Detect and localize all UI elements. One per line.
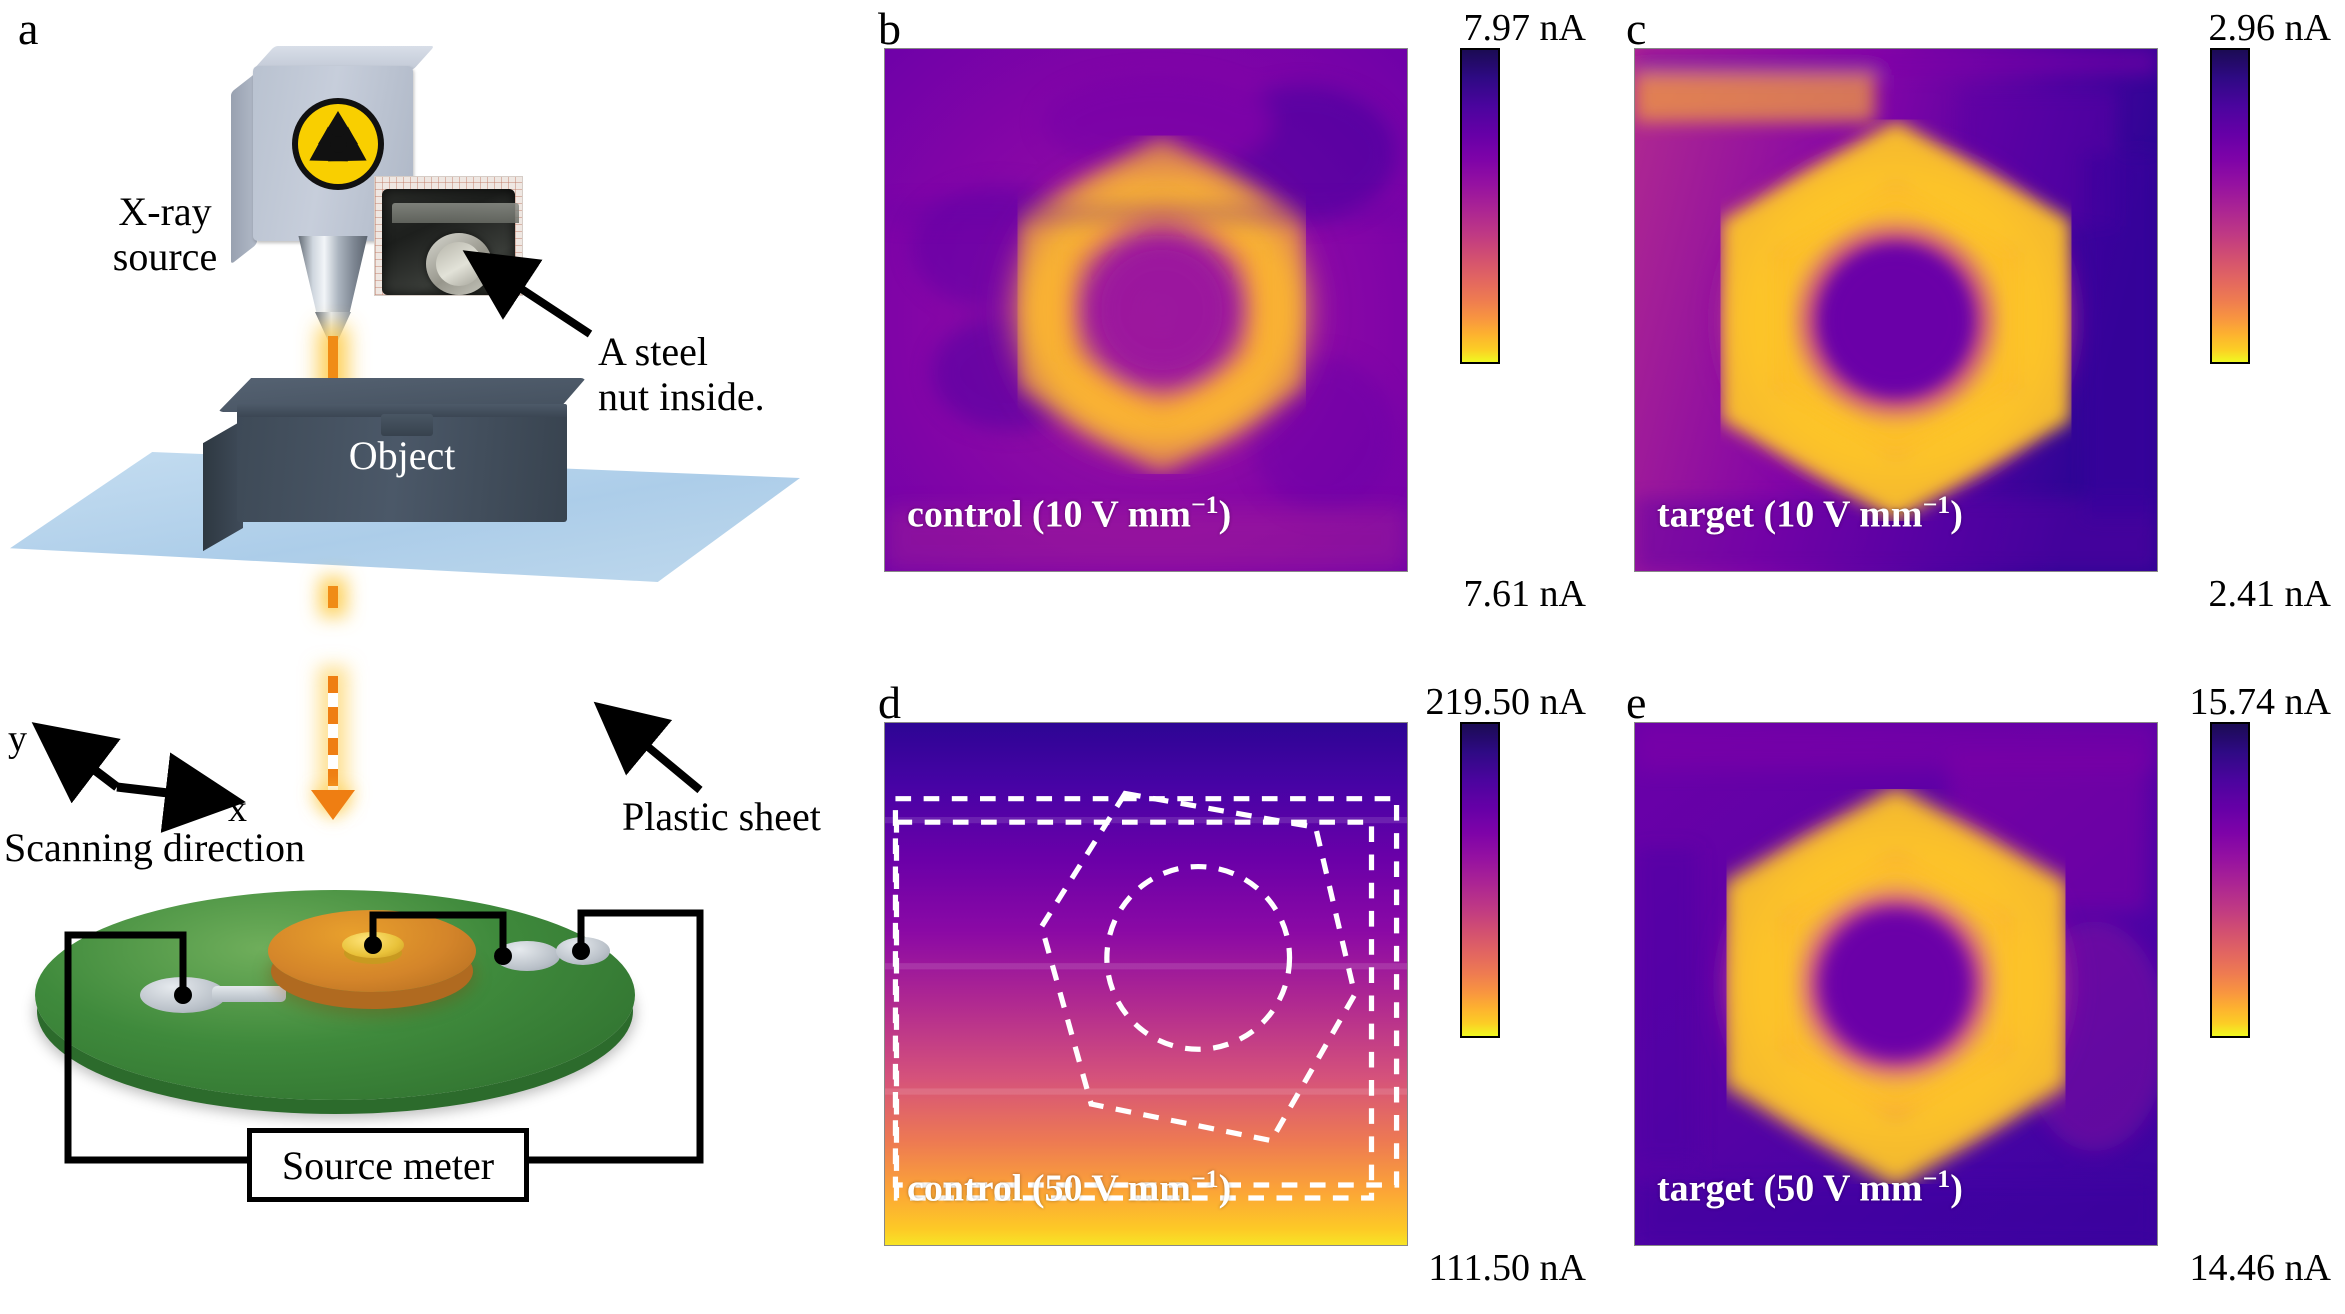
panel-b-colorbar — [1460, 48, 1500, 364]
panel-e-caption: target (50 V mm−1) — [1657, 1164, 1963, 1211]
panel-letter-b: b — [878, 3, 901, 54]
panel-c-caption-prefix: target (10 V mm — [1657, 494, 1923, 536]
radiation-trefoil-icon — [292, 98, 384, 190]
panel-letter-e: e — [1626, 677, 1647, 728]
object-latch — [381, 414, 433, 436]
panel-d-colorbar-min: 111.50 nA — [1428, 1247, 1586, 1289]
steel-nut-label: A steel nut inside. — [598, 329, 765, 419]
panel-d-caption-suffix: ) — [1218, 1168, 1232, 1210]
detector-gold-contact — [342, 932, 404, 958]
panel-b-caption: control (10 V mm−1) — [907, 490, 1231, 537]
panel-e-caption-sup: −1 — [1922, 1164, 1951, 1194]
panel-a-schematic: a X-ray source A steel nut inside. Objec… — [0, 0, 860, 1314]
scanning-direction-label: Scanning direction — [4, 825, 306, 870]
object-lid-front — [237, 404, 567, 417]
xray-source-label: X-ray source — [112, 189, 218, 279]
electrode-pad-stem — [212, 986, 286, 1002]
panel-b-colorbar-max: 7.97 nA — [1463, 7, 1586, 49]
panel-c-colorbar-max: 2.96 nA — [2208, 7, 2331, 49]
steel-nut-photo-inset — [374, 176, 523, 296]
axis-y-arrow-icon — [31, 722, 121, 804]
panel-b-caption-sup: −1 — [1190, 490, 1219, 520]
panel-d-colorbar — [1460, 722, 1500, 1038]
source-meter-label: Source meter — [281, 1142, 495, 1188]
panel-e-colorbar-min: 14.46 nA — [2189, 1247, 2331, 1289]
panel-d-image: control (50 V mm−1) — [884, 722, 1408, 1246]
inner-box-guide — [893, 819, 1375, 1201]
axis-x-arrow-icon — [116, 752, 246, 833]
xray-beam-exit — [328, 586, 338, 608]
panel-d-caption: control (50 V mm−1) — [907, 1164, 1231, 1211]
panel-d-caption-sup: −1 — [1190, 1164, 1219, 1194]
panel-b-caption-prefix: control (10 V mm — [907, 494, 1191, 536]
electrode-pad-right-2 — [556, 937, 610, 965]
panel-c-image: target (10 V mm−1) — [1634, 48, 2158, 572]
plastic-sheet-label: Plastic sheet — [622, 794, 821, 839]
panel-e-colorbar-max: 15.74 nA — [2189, 681, 2331, 723]
electrode-pad-right-1 — [494, 941, 560, 971]
panel-e-heatmap: e 15.74 nA — [1608, 674, 2345, 1314]
panel-e-colorbar — [2210, 722, 2250, 1038]
panel-b-caption-suffix: ) — [1218, 494, 1232, 536]
axis-y-label: y — [8, 718, 27, 760]
panel-e-image: target (50 V mm−1) — [1634, 722, 2158, 1246]
panel-d-caption-prefix: control (50 V mm — [907, 1168, 1191, 1210]
panel-b-heatmap: b 7.97 nA — [860, 0, 1600, 640]
source-meter-box: Source meter — [247, 1128, 529, 1202]
object-label: Object — [348, 433, 456, 478]
panel-b-image: control (10 V mm−1) — [884, 48, 1408, 572]
nut-bore-guide — [1104, 863, 1293, 1052]
xray-beam-dashed — [328, 676, 338, 798]
panel-c-heatmap: c 2.96 nA — [1608, 0, 2345, 640]
panel-letter-d: d — [878, 677, 901, 728]
panel-letter-c: c — [1626, 3, 1647, 54]
xray-nozzle — [298, 236, 368, 316]
panel-c-colorbar-min: 2.41 nA — [2208, 573, 2331, 615]
panel-b-colorbar-min: 7.61 nA — [1463, 573, 1586, 615]
panel-d-colorbar-max: 219.50 nA — [1425, 681, 1586, 723]
panel-c-colorbar — [2210, 48, 2250, 364]
panel-e-caption-suffix: ) — [1950, 1168, 1963, 1210]
panel-c-caption-sup: −1 — [1922, 490, 1951, 520]
panel-e-caption-prefix: target (50 V mm — [1657, 1168, 1923, 1210]
panel-c-caption-suffix: ) — [1950, 494, 1963, 536]
xray-beam-arrow-icon — [311, 790, 355, 820]
panel-c-caption: target (10 V mm−1) — [1657, 490, 1963, 537]
panel-d-heatmap: d 219.50 nA — [860, 674, 1600, 1314]
panel-letter-a: a — [18, 3, 39, 54]
plastic-sheet-arrow-icon — [593, 701, 703, 794]
